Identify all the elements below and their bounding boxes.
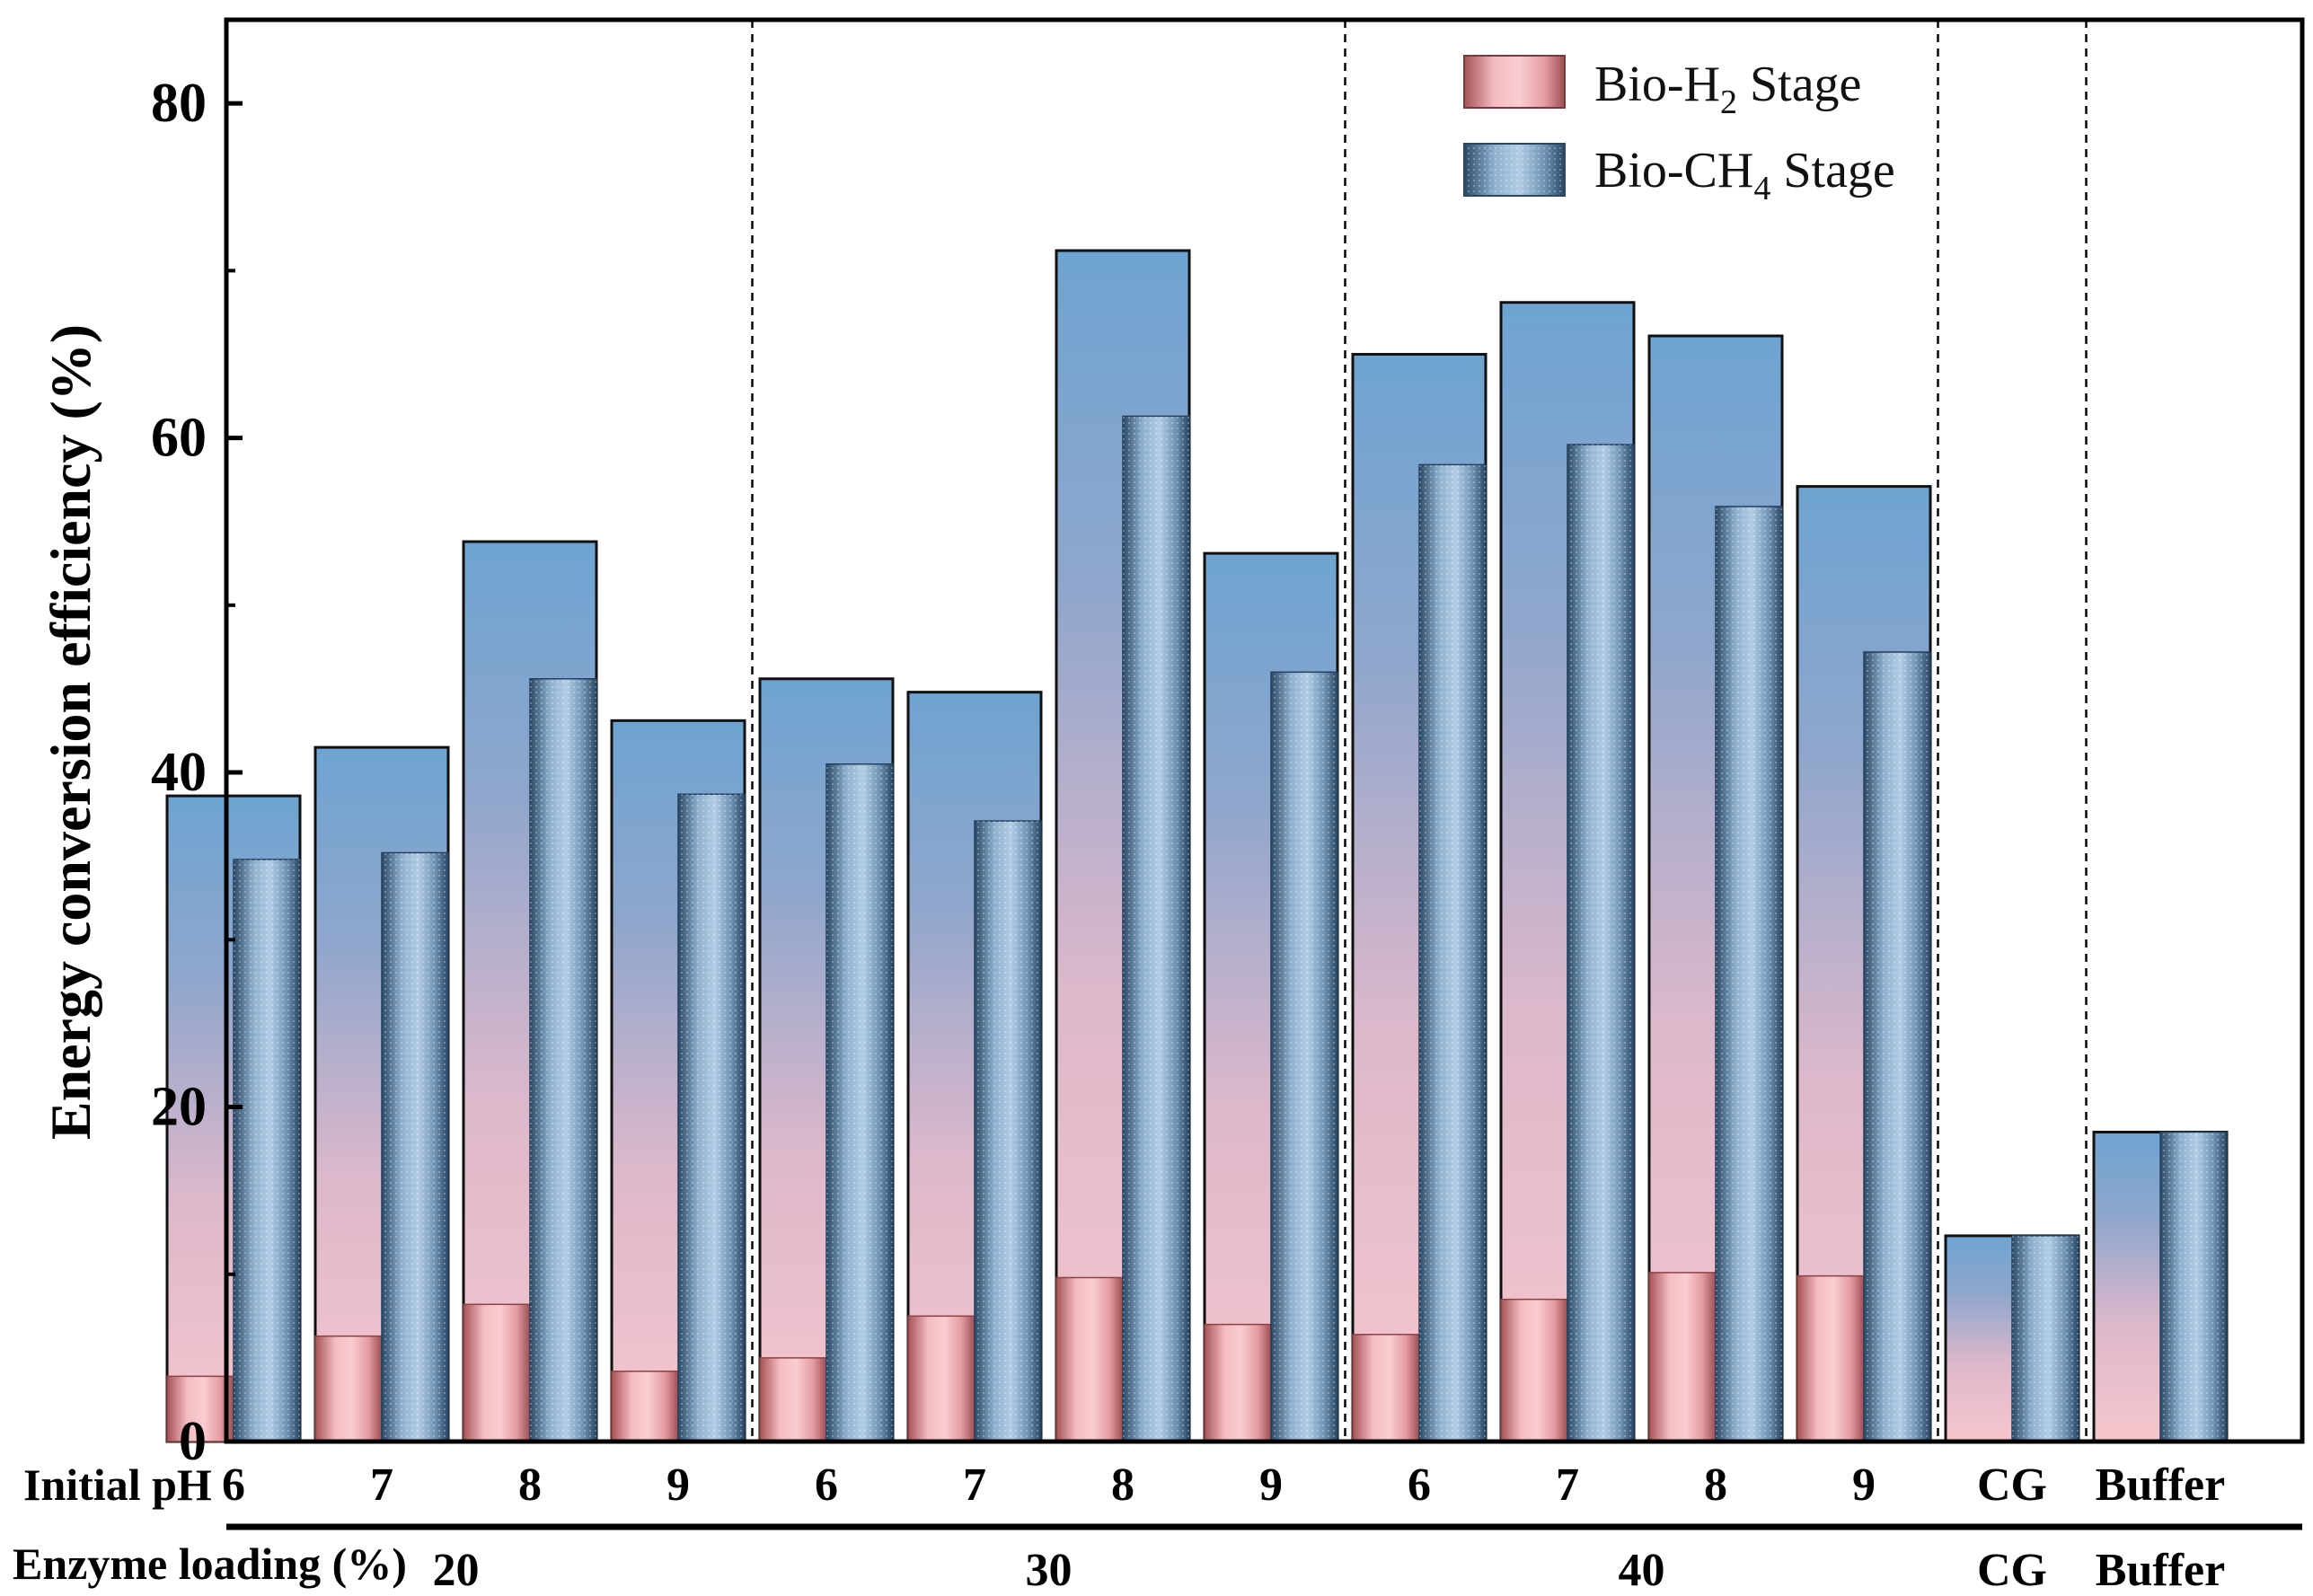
bio-h2-bar [463,1303,531,1442]
legend-label-bio-h2: Bio-H2 Stage [1594,57,1861,121]
x-tick-label: 9 [1259,1459,1283,1511]
bio-ch4-bar-texture [678,794,745,1442]
x-tick-label: 7 [963,1459,986,1511]
legend-swatch-bio-ch4-texture [1464,144,1565,196]
enzyme-loading-row-label: Enzyme loading (%) [13,1539,407,1589]
bio-ch4-bar-texture [1123,416,1189,1442]
bio-ch4-bar-texture [2012,1235,2079,1442]
legend: Bio-H2 Stage Bio-CH4 Stage [1463,55,1895,207]
bio-h2-bar [314,1335,383,1442]
y-tick-label: 20 [151,1077,207,1138]
x-tick-label: 8 [1704,1459,1727,1511]
bio-ch4-bar-texture [1864,651,1930,1442]
bio-h2-bar [907,1315,976,1442]
bio-h2-bar [1797,1274,1865,1442]
y-tick-label: 60 [151,408,207,469]
bio-h2-bar [1648,1272,1717,1442]
bio-ch4-bar-texture [382,852,448,1442]
bio-ch4-bar-texture [826,763,893,1442]
group-label: 30 [1026,1545,1073,1596]
legend-swatch-bio-h2 [1463,55,1566,109]
y-tick-label: 40 [151,742,207,803]
bio-ch4-bar-texture [1716,506,1782,1442]
plot-frame [224,17,2305,1444]
x-tick-label: CG [1977,1459,2047,1511]
group-separators [751,20,2088,1442]
x-tick-label: 6 [1408,1459,1431,1511]
bio-h2-bar [611,1371,679,1442]
x-tick-label: 6 [222,1459,245,1511]
group-label: 20 [433,1545,480,1596]
bio-ch4-bar-texture [1567,445,1634,1442]
y-axis: 0 20 40 60 80 [151,73,243,1472]
bio-ch4-bar-texture [2160,1132,2227,1442]
bio-h2-bar [759,1357,827,1442]
x-tick-label: 6 [815,1459,838,1511]
bio-h2-bars [166,1272,1865,1442]
y-tick-label: 0 [179,1411,207,1472]
bio-h2-bar [1352,1334,1420,1442]
bio-ch4-bar-texture [530,678,596,1442]
x-tick-label: 7 [1556,1459,1579,1511]
y-axis-title: Energy conversion efficiency (%) [39,324,102,1140]
x-tick-label: 9 [667,1459,690,1511]
group-label: 40 [1619,1545,1665,1596]
bio-ch4-bar-texture [1271,672,1337,1442]
bio-h2-bar [1055,1276,1124,1442]
group-label: CG [1977,1545,2047,1596]
enzyme-group-labels: 20 30 40 CG Buffer [433,1545,2226,1596]
bio-h2-bar [1204,1323,1272,1442]
bio-ch4-bar-texture [1419,464,1486,1442]
bio-ch4-bar-texture [975,821,1041,1442]
initial-ph-row-label: Initial pH [23,1459,212,1510]
x-tick-label: Buffer [2096,1459,2225,1511]
x-tick-label: 8 [1111,1459,1134,1511]
bio-ch4-bars [233,415,2228,1442]
y-tick-label: 80 [151,73,207,134]
x-axis-ph-labels: 6 7 8 9 6 7 8 9 6 7 8 9 CG Buffer [222,1459,2225,1511]
bio-ch4-bar-texture [234,859,300,1442]
group-label: Buffer [2096,1545,2225,1596]
x-tick-label: 7 [370,1459,393,1511]
bio-h2-bar [1500,1298,1568,1442]
legend-label-bio-ch4: Bio-CH4 Stage [1594,143,1895,207]
x-tick-label: 8 [518,1459,542,1511]
x-tick-label: 9 [1852,1459,1876,1511]
